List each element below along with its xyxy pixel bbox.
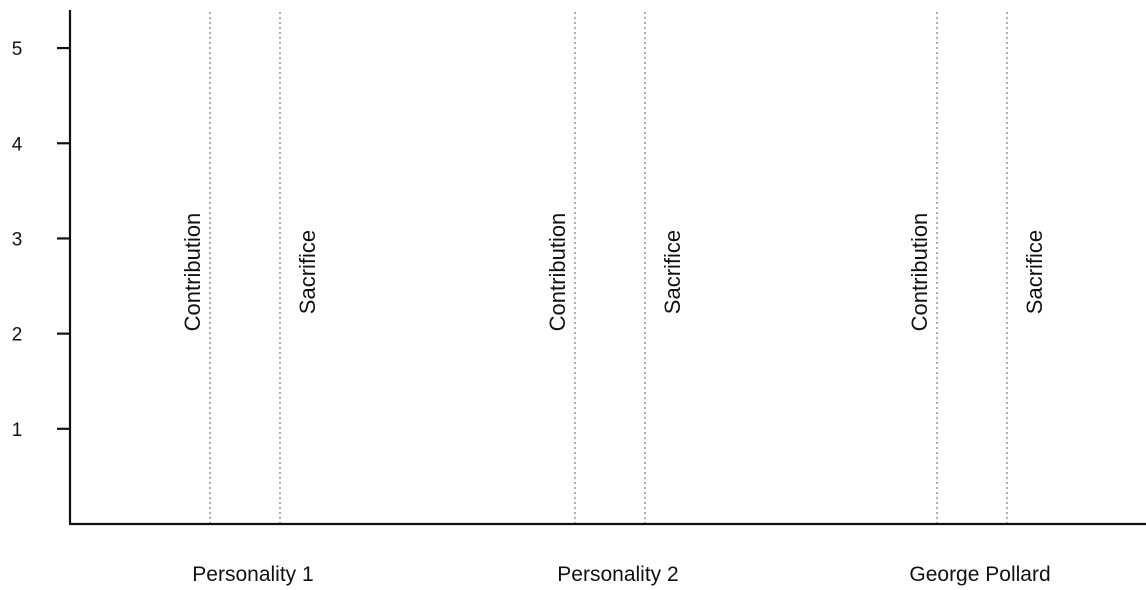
- category-label: George Pollard: [909, 563, 1050, 586]
- bar-series-label: Sacrifice: [660, 230, 685, 314]
- bar-series-label: Contribution: [545, 213, 570, 332]
- bar-series-label: Contribution: [907, 213, 932, 332]
- y-tick-label: 4: [12, 134, 23, 155]
- y-axis-ticks: 1 2 3 4 5: [12, 39, 70, 441]
- bar-series-label: Sacrifice: [1022, 230, 1047, 314]
- y-tick-label: 3: [12, 229, 23, 250]
- y-tick-label: 2: [12, 325, 23, 346]
- y-tick-label: 5: [12, 39, 23, 60]
- bar-series-label: Sacrifice: [295, 230, 320, 314]
- bar-series-label: Contribution: [180, 213, 205, 332]
- y-tick-label: 1: [12, 420, 23, 441]
- category-label: Personality 2: [557, 563, 678, 586]
- category-label: Personality 1: [192, 563, 313, 586]
- bars-layer: [209, 10, 1008, 524]
- category-labels: Personality 1 Personality 2 George Pollard: [192, 563, 1050, 586]
- bar-labels-layer: Contribution Contribution Contribution Sacr…: [180, 213, 1047, 332]
